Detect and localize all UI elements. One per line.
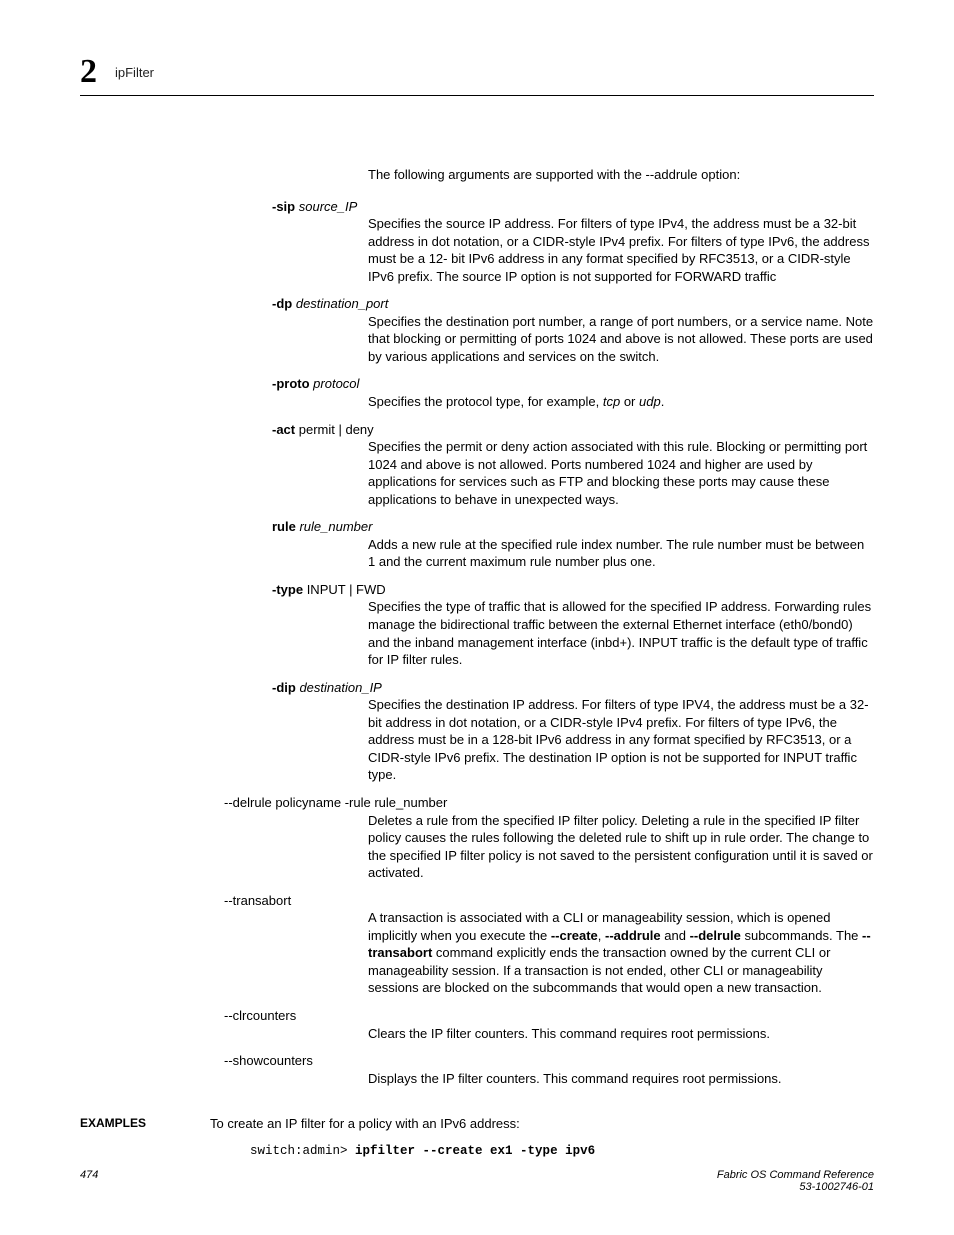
option-sip: -sip source_IP Specifies the source IP a…: [80, 198, 874, 286]
option-proto: -proto protocol Specifies the protocol t…: [80, 375, 874, 410]
examples-intro: To create an IP filter for a policy with…: [210, 1116, 520, 1131]
option-body: Deletes a rule from the specified IP fil…: [368, 812, 874, 882]
arg: destination_IP: [299, 680, 381, 695]
option-dp: -dp destination_port Specifies the desti…: [80, 295, 874, 365]
intro-bold: --addrule: [646, 167, 698, 182]
option-term: -dip destination_IP: [272, 679, 874, 697]
arg: INPUT | FWD: [307, 582, 386, 597]
flag: rule: [272, 519, 296, 534]
text: .: [661, 394, 665, 409]
flag: --showcounters: [224, 1053, 313, 1068]
italic: tcp: [603, 394, 620, 409]
flag: -proto: [272, 376, 310, 391]
arg: source_IP: [299, 199, 358, 214]
option-term: -sip source_IP: [272, 198, 874, 216]
option-term: -proto protocol: [272, 375, 874, 393]
option-clrcounters: --clrcounters Clears the IP filter count…: [80, 1007, 874, 1042]
arg: rule_number: [299, 519, 372, 534]
doc-title: Fabric OS Command Reference: [717, 1169, 874, 1181]
footer-right: Fabric OS Command Reference 53-1002746-0…: [717, 1169, 874, 1193]
flag2: -rule: [345, 795, 371, 810]
option-term: --transabort: [224, 892, 874, 910]
option-rule: rule rule_number Adds a new rule at the …: [80, 518, 874, 571]
option-transabort: --transabort A transaction is associated…: [80, 892, 874, 997]
flag: --delrule: [224, 795, 272, 810]
option-body: Adds a new rule at the specified rule in…: [368, 536, 874, 571]
examples-label: EXAMPLES: [80, 1115, 210, 1133]
page-footer: 474 Fabric OS Command Reference 53-10027…: [80, 1169, 874, 1193]
text: Specifies the protocol type, for example…: [368, 394, 603, 409]
intro-text: The following arguments are supported wi…: [368, 167, 646, 182]
bold: --delrule: [690, 928, 741, 943]
intro-line: The following arguments are supported wi…: [368, 166, 874, 184]
flag: -act: [272, 422, 295, 437]
bold: --addrule: [605, 928, 661, 943]
option-body: Specifies the destination port number, a…: [368, 313, 874, 366]
option-showcounters: --showcounters Displays the IP filter co…: [80, 1052, 874, 1087]
examples-body: To create an IP filter for a policy with…: [210, 1115, 874, 1133]
code-cmd: ipfilter --create ex1 -type ipv6: [355, 1144, 595, 1158]
flag: -dip: [272, 680, 296, 695]
option-term: --clrcounters: [224, 1007, 874, 1025]
option-term: --delrule policyname -rule rule_number: [224, 794, 874, 812]
flag: -sip: [272, 199, 295, 214]
flag: -dp: [272, 296, 292, 311]
flag: -type: [272, 582, 303, 597]
option-body: Displays the IP filter counters. This co…: [368, 1070, 874, 1088]
option-term: --showcounters: [224, 1052, 874, 1070]
option-term: rule rule_number: [272, 518, 874, 536]
text: ,: [598, 928, 605, 943]
arg: policyname: [275, 795, 341, 810]
italic: udp: [639, 394, 661, 409]
intro-suffix: option:: [698, 167, 741, 182]
section-name: ipFilter: [115, 65, 154, 80]
content: The following arguments are supported wi…: [80, 166, 874, 1160]
option-body: Specifies the source IP address. For fil…: [368, 215, 874, 285]
text: subcommands. The: [741, 928, 862, 943]
examples-section: EXAMPLES To create an IP filter for a po…: [80, 1115, 874, 1133]
page-number: 474: [80, 1169, 98, 1193]
text: command explicitly ends the transaction …: [368, 945, 830, 995]
arg: permit | deny: [299, 422, 374, 437]
option-body: Clears the IP filter counters. This comm…: [368, 1025, 874, 1043]
flag: --clrcounters: [224, 1008, 296, 1023]
flag: --transabort: [224, 893, 291, 908]
text: or: [620, 394, 639, 409]
option-delrule: --delrule policyname -rule rule_number D…: [80, 794, 874, 882]
options-list: -sip source_IP Specifies the source IP a…: [80, 198, 874, 1088]
option-body: Specifies the type of traffic that is al…: [368, 598, 874, 668]
option-act: -act permit | deny Specifies the permit …: [80, 421, 874, 509]
page-header: 2 ipFilter: [80, 55, 874, 96]
option-term: -type INPUT | FWD: [272, 581, 874, 599]
page: 2 ipFilter The following arguments are s…: [0, 0, 954, 1235]
option-body: A transaction is associated with a CLI o…: [368, 909, 874, 997]
option-term: -act permit | deny: [272, 421, 874, 439]
text: and: [661, 928, 690, 943]
doc-number: 53-1002746-01: [799, 1181, 874, 1193]
code-prompt: switch:admin>: [250, 1144, 355, 1158]
option-term: -dp destination_port: [272, 295, 874, 313]
option-body: Specifies the permit or deny action asso…: [368, 438, 874, 508]
code-block: switch:admin> ipfilter --create ex1 -typ…: [250, 1143, 874, 1160]
arg: destination_port: [296, 296, 389, 311]
chapter-number: 2: [80, 55, 97, 89]
option-dip: -dip destination_IP Specifies the destin…: [80, 679, 874, 784]
bold: --create: [551, 928, 598, 943]
arg2: rule_number: [374, 795, 447, 810]
option-body: Specifies the protocol type, for example…: [368, 393, 874, 411]
arg: protocol: [313, 376, 359, 391]
option-type: -type INPUT | FWD Specifies the type of …: [80, 581, 874, 669]
option-body: Specifies the destination IP address. Fo…: [368, 696, 874, 784]
